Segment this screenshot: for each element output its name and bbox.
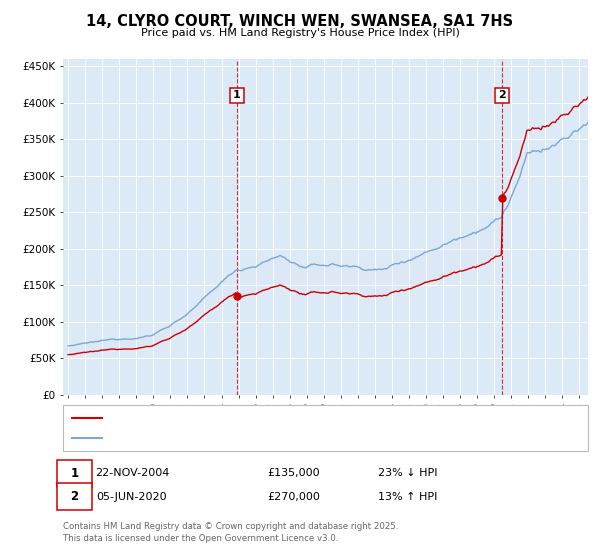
Text: 14, CLYRO COURT, WINCH WEN, SWANSEA, SA1 7HS (detached house): 14, CLYRO COURT, WINCH WEN, SWANSEA, SA1…: [108, 413, 459, 423]
Text: 1: 1: [70, 466, 79, 480]
Text: £270,000: £270,000: [268, 492, 320, 502]
Text: 1: 1: [233, 90, 241, 100]
Text: HPI: Average price, detached house, Swansea: HPI: Average price, detached house, Swan…: [108, 433, 337, 443]
Text: Contains HM Land Registry data © Crown copyright and database right 2025.
This d: Contains HM Land Registry data © Crown c…: [63, 522, 398, 543]
Text: 13% ↑ HPI: 13% ↑ HPI: [379, 492, 437, 502]
Text: 2: 2: [70, 490, 79, 503]
Text: £135,000: £135,000: [268, 468, 320, 478]
Text: 2: 2: [498, 90, 506, 100]
Text: 23% ↓ HPI: 23% ↓ HPI: [378, 468, 438, 478]
Text: Price paid vs. HM Land Registry's House Price Index (HPI): Price paid vs. HM Land Registry's House …: [140, 28, 460, 38]
Text: 05-JUN-2020: 05-JUN-2020: [97, 492, 167, 502]
Text: 22-NOV-2004: 22-NOV-2004: [95, 468, 169, 478]
Text: 14, CLYRO COURT, WINCH WEN, SWANSEA, SA1 7HS: 14, CLYRO COURT, WINCH WEN, SWANSEA, SA1…: [86, 14, 514, 29]
